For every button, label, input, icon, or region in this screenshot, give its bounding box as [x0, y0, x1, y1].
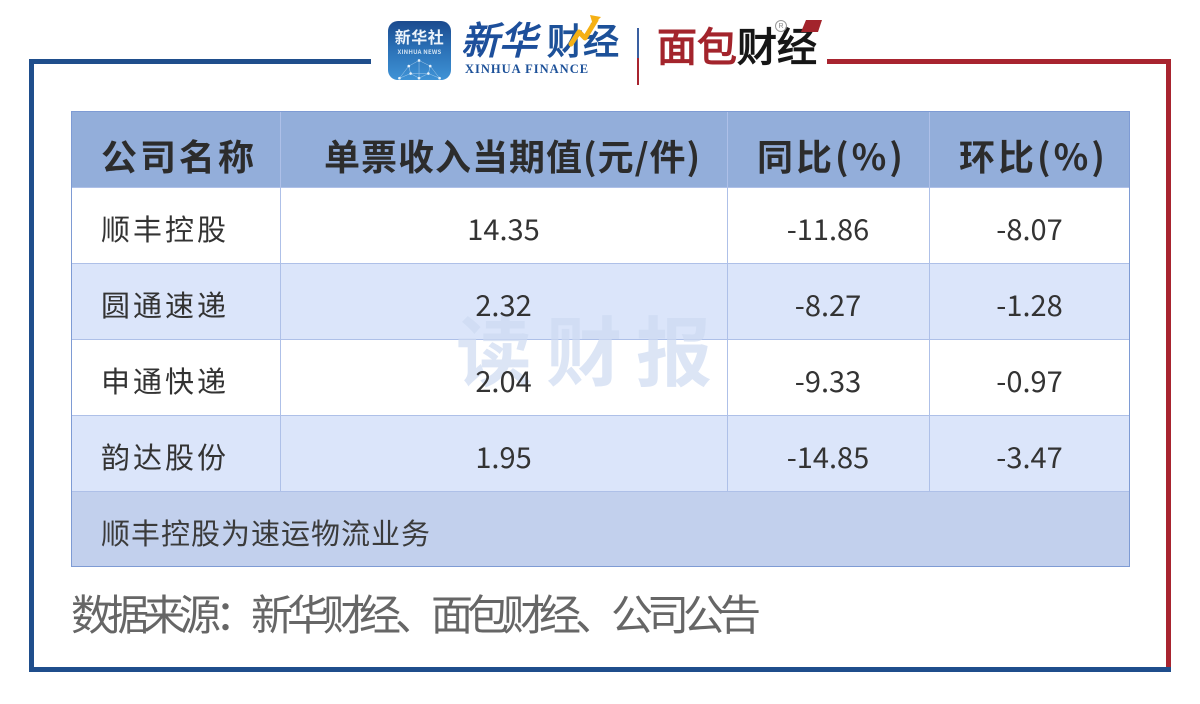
- svg-text:新华: 新华: [463, 21, 542, 63]
- svg-text:财经: 财经: [547, 21, 619, 62]
- svg-text:XINHUA FINANCE: XINHUA FINANCE: [465, 62, 589, 76]
